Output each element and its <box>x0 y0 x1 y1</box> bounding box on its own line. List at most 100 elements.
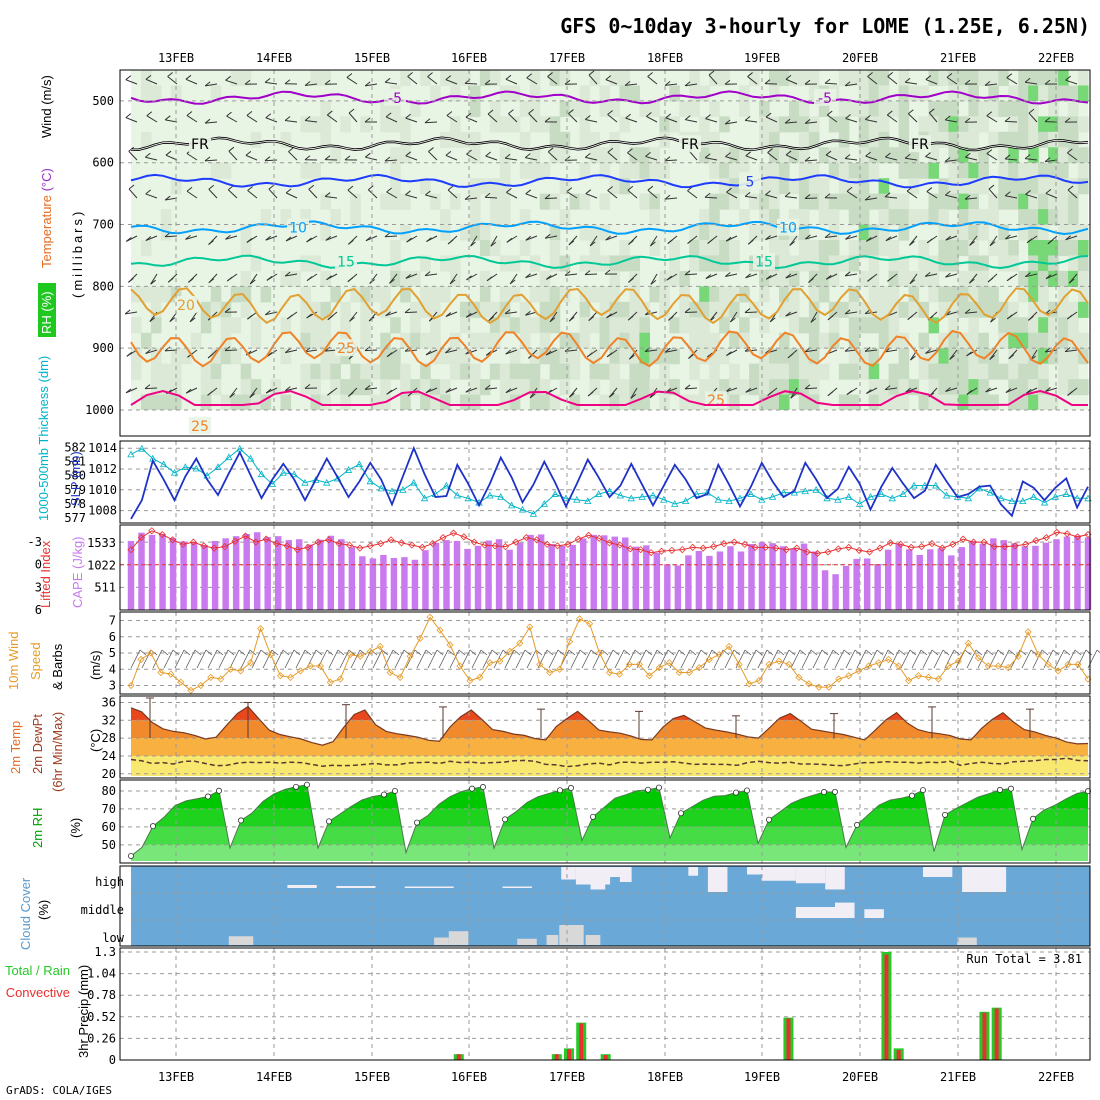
rh-cell <box>868 317 880 334</box>
rh-cell <box>818 332 830 349</box>
middle-cloud-gap <box>795 907 835 918</box>
surface-barb-flag <box>183 649 191 656</box>
wind-barb-flag <box>488 316 495 322</box>
rh-cell <box>808 270 820 287</box>
wind-barb <box>405 117 418 123</box>
rh-cell <box>788 209 800 226</box>
rh-cell <box>778 162 790 179</box>
wind-barb <box>824 82 838 85</box>
rh-cell <box>1008 162 1019 179</box>
rh-cell <box>878 147 890 164</box>
lifted-point <box>221 543 229 551</box>
lifted-point <box>730 538 738 546</box>
rh-cell <box>1028 363 1039 380</box>
cape-bar <box>643 545 650 610</box>
surface-barb <box>229 649 240 669</box>
rh-cell <box>998 317 1009 334</box>
wind-barb <box>125 387 138 394</box>
wind-barb-flag <box>926 238 933 244</box>
rh-cell <box>978 332 989 349</box>
rh-cell <box>499 317 511 334</box>
wind-point <box>356 652 364 660</box>
rh-cell <box>858 85 870 102</box>
wind-barb <box>1025 158 1038 161</box>
rh-cell <box>499 379 511 396</box>
rh-cell <box>539 348 551 365</box>
rh-cell <box>948 85 960 102</box>
rh-cell <box>898 255 910 272</box>
wind-barb-flag <box>724 272 731 277</box>
wind-barb-flag <box>745 273 751 279</box>
wind-barb <box>186 115 198 123</box>
surface-barb-flag <box>238 649 246 656</box>
cape-bar <box>1032 545 1039 610</box>
cape-bar <box>874 564 881 610</box>
rh-cell <box>938 224 950 241</box>
wind-barb-flag <box>226 111 232 117</box>
rh-cell <box>619 301 631 318</box>
cloud-background <box>131 866 1090 946</box>
rh-cell <box>420 255 431 272</box>
rh-cell <box>1008 178 1019 195</box>
cape-bar <box>769 543 776 610</box>
rh-cell <box>968 85 979 102</box>
wind-barb <box>226 115 238 123</box>
rh-cell <box>898 270 910 287</box>
wind-barb-flag <box>308 184 315 190</box>
wind-barb <box>164 235 178 238</box>
wind-barb-flag <box>1064 117 1071 123</box>
wind-barb <box>1025 81 1038 85</box>
rh-cell <box>868 286 880 303</box>
wind-barb <box>605 79 618 85</box>
lifted-point <box>605 539 614 547</box>
wind-barb <box>805 121 818 124</box>
rh-cell <box>1028 85 1039 102</box>
wind-barb-flag <box>944 115 951 121</box>
surface-barb-flag <box>898 649 906 656</box>
rh-cell <box>619 85 631 102</box>
rh-cell <box>1008 131 1019 148</box>
rh-cell <box>579 224 591 241</box>
rh-cell <box>639 332 650 349</box>
cape-bar <box>201 544 208 610</box>
lifted-point <box>241 532 249 540</box>
wind-barb-flag <box>227 185 234 191</box>
wind-barb-flag <box>588 70 595 76</box>
wind-barb <box>946 76 958 85</box>
rh-cell <box>828 209 840 226</box>
wind-barb-flag <box>844 309 851 315</box>
contour-label-bg <box>287 218 309 236</box>
lifted-point <box>980 538 988 546</box>
wind-barbs <box>124 70 1078 399</box>
rh-cell <box>160 209 172 226</box>
rh-cell <box>858 348 870 365</box>
wind-barb-flag <box>584 115 591 120</box>
surface-barb-flag <box>293 649 301 656</box>
high-cloud-gap <box>825 867 845 890</box>
rh-cell <box>958 240 969 257</box>
rh-cell <box>420 363 431 380</box>
rh-cell <box>948 100 960 117</box>
rh-cell <box>968 317 979 334</box>
rh-cell <box>978 286 989 303</box>
wind-barb-flag <box>505 388 512 394</box>
rh-cell <box>988 286 999 303</box>
rh-cell <box>609 379 621 396</box>
surface-barb <box>526 649 537 669</box>
wind-barb-flag <box>825 274 832 280</box>
wind-barb <box>365 83 378 87</box>
rh-cell <box>569 394 581 411</box>
rh-cell <box>998 100 1009 117</box>
rh-cell <box>559 255 571 272</box>
wind-barb-flag <box>485 350 492 356</box>
wind-barb-flag <box>505 349 512 355</box>
thickness-tick: 580 <box>64 469 86 483</box>
rh-cell <box>459 224 471 241</box>
rh-cell <box>948 116 960 133</box>
rh-cell <box>838 363 850 380</box>
wind-barb <box>466 153 478 161</box>
surface-barb <box>537 649 548 669</box>
rh-cell <box>629 363 641 380</box>
rh-cell <box>200 379 212 396</box>
